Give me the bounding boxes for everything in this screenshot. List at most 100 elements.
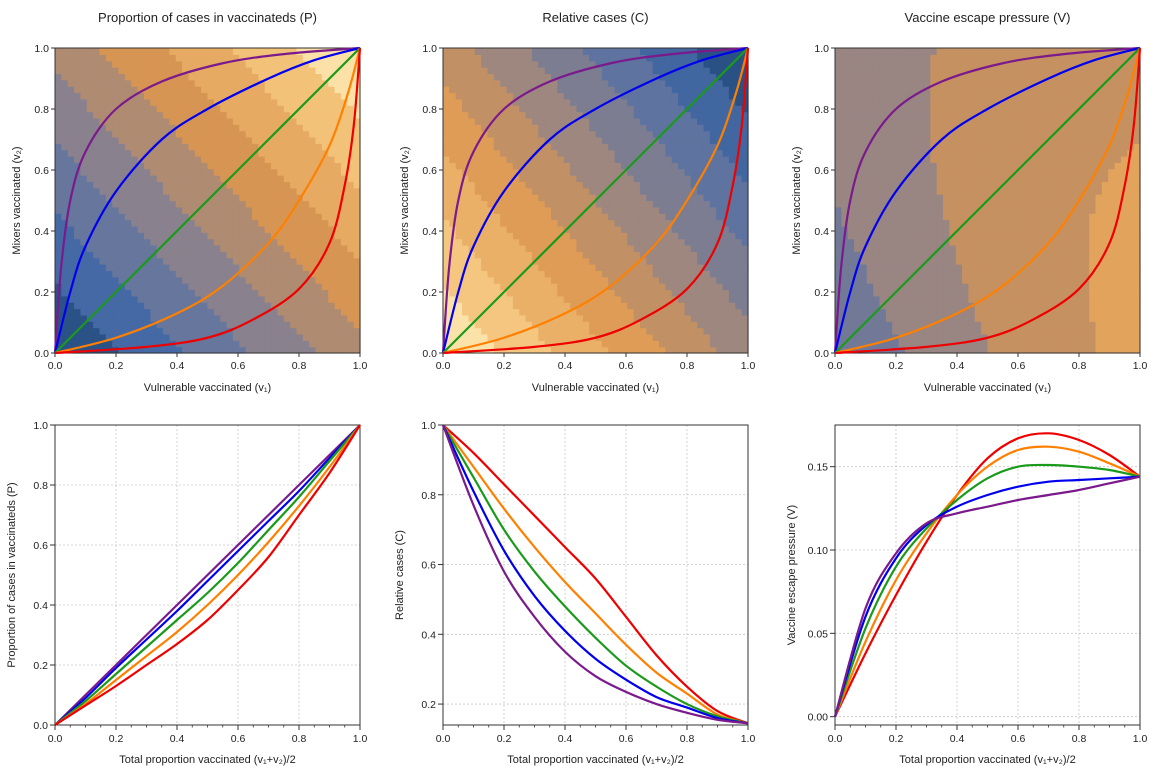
contour-cell: [487, 149, 495, 157]
contour-cell: [684, 302, 692, 310]
contour-cell: [321, 333, 329, 341]
contour-cell: [124, 333, 132, 341]
contour-cell: [340, 105, 348, 113]
contour-cell: [487, 251, 495, 259]
contour-cell: [163, 321, 170, 329]
contour-cell: [124, 111, 132, 119]
contour-cell: [468, 86, 476, 94]
contour-cell: [551, 86, 558, 94]
contour-cell: [283, 130, 291, 138]
contour-cell: [551, 168, 558, 176]
contour-cell: [443, 117, 450, 125]
contour-cell: [468, 314, 476, 322]
contour-cell: [131, 73, 139, 81]
contour-cell: [589, 346, 597, 354]
contour-cell: [201, 238, 209, 246]
contour-cell: [290, 48, 298, 55]
contour-cell: [283, 244, 291, 252]
contour-cell: [614, 308, 622, 316]
contour-cell: [61, 156, 69, 163]
contour-cell: [207, 67, 215, 75]
contour-cell: [866, 168, 874, 176]
contour-cell: [646, 295, 654, 303]
contour-cell: [589, 340, 597, 348]
contour-cell: [277, 321, 285, 329]
contour-cell: [538, 79, 546, 87]
contour-cell: [576, 295, 584, 303]
contour-cell: [340, 111, 348, 119]
contour-cell: [576, 308, 584, 316]
contour-cell: [531, 270, 539, 278]
contour-cell: [213, 238, 221, 246]
contour-cell: [175, 175, 183, 183]
contour-cell: [474, 92, 482, 100]
contour-cell: [866, 289, 874, 297]
contour-cell: [627, 98, 635, 106]
contour-cell: [627, 105, 635, 113]
contour-cell: [671, 92, 679, 100]
contour-cell: [93, 86, 101, 94]
contour-cell: [860, 162, 868, 170]
contour-cell: [474, 130, 482, 138]
contour-cell: [620, 73, 628, 81]
contour-cell: [481, 105, 489, 113]
contour-cell: [137, 327, 145, 335]
contour-cell: [538, 232, 546, 240]
contour-cell: [841, 283, 849, 291]
contour-cell: [646, 264, 654, 271]
contour-cell: [99, 264, 107, 271]
contour-cell: [245, 194, 253, 202]
contour-cell: [506, 105, 514, 113]
contour-cell: [455, 213, 463, 221]
contour-cell: [455, 48, 463, 55]
contour-cell: [722, 200, 730, 208]
contour-cell: [156, 149, 164, 157]
contour-cell: [347, 340, 355, 348]
contour-cell: [563, 136, 571, 144]
contour-cell: [226, 194, 234, 202]
contour-cell: [86, 111, 94, 119]
contour-cell: [835, 130, 842, 138]
contour-cell: [551, 175, 558, 183]
contour-cell: [525, 251, 533, 259]
contour-cell: [175, 276, 183, 284]
contour-cell: [519, 200, 527, 208]
contour-cell: [258, 149, 266, 157]
contour-cell: [347, 105, 355, 113]
contour-cell: [118, 327, 126, 335]
contour-cell: [627, 232, 635, 240]
contour-cell: [854, 175, 862, 183]
contour-cell: [143, 168, 151, 176]
contour-cell: [481, 143, 489, 151]
contour-cell: [684, 124, 692, 132]
contour-cell: [866, 162, 874, 170]
contour-cell: [500, 238, 508, 246]
contour-cell: [462, 181, 470, 189]
contour-cell: [455, 168, 463, 176]
contour-cell: [557, 225, 565, 233]
contour-cell: [340, 194, 348, 202]
contour-cell: [538, 175, 546, 183]
contour-cell: [258, 187, 266, 195]
contour-cell: [671, 156, 679, 163]
contour-cell: [258, 98, 266, 106]
contour-cell: [557, 67, 565, 75]
contour-cell: [563, 200, 571, 208]
contour-cell: [690, 143, 698, 151]
contour-cell: [220, 105, 228, 113]
contour-cell: [551, 302, 558, 310]
contour-cell: [143, 225, 151, 233]
contour-cell: [652, 302, 660, 310]
contour-cell: [277, 219, 285, 227]
contour-cell: [143, 346, 151, 354]
contour-cell: [627, 187, 635, 195]
contour-cell: [646, 124, 654, 132]
contour-cell: [296, 143, 304, 151]
contour-cell: [182, 105, 190, 113]
contour-cell: [722, 124, 730, 132]
contour-cell: [468, 340, 476, 348]
contour-cell: [860, 143, 868, 151]
contour-cell: [671, 219, 679, 227]
contour-cell: [506, 60, 514, 68]
contour-cell: [105, 321, 113, 329]
